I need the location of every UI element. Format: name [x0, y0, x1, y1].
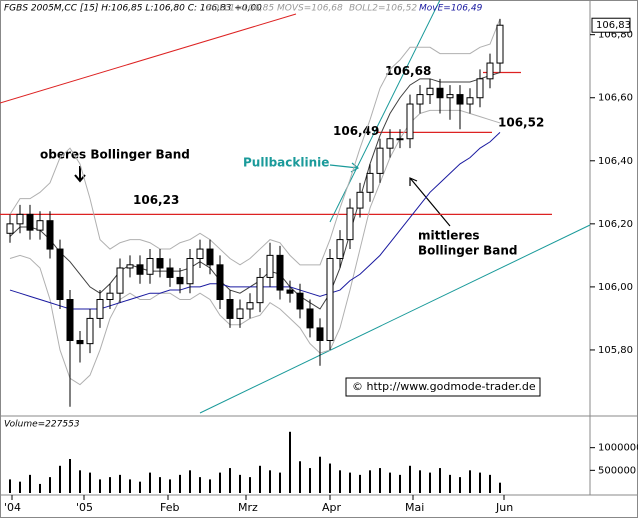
- candle-body: [176, 276, 184, 285]
- x-tick-label: Feb: [160, 501, 179, 514]
- indicator-line: [9, 18, 501, 266]
- candle-body: [406, 103, 414, 140]
- candle-body: [196, 248, 204, 260]
- candle-body: [186, 258, 194, 285]
- candle-body: [256, 276, 264, 304]
- candle-body: [476, 78, 484, 99]
- candle-body: [216, 264, 224, 301]
- y-tick-label: 106,60: [598, 93, 633, 104]
- indicator-line: [9, 72, 501, 310]
- candle-body: [206, 248, 214, 266]
- support-line: [199, 224, 591, 414]
- candle-body: [166, 267, 174, 278]
- header: FGBS 2005M,CC [15] H:106,85 L:106,80 C: …: [4, 4, 262, 14]
- indicator-line: [9, 109, 501, 386]
- candle-body: [436, 87, 444, 99]
- candle-body: [266, 254, 274, 278]
- candle-body: [106, 292, 114, 301]
- candle-body: [86, 317, 94, 345]
- indicator-line: [9, 132, 501, 310]
- volume-title: Volume=227553: [4, 420, 80, 430]
- legend-entry: BOLL1=106,85: [206, 4, 274, 14]
- y-tick-label: 105,80: [598, 345, 633, 356]
- candle-body: [136, 264, 144, 275]
- candle-body: [316, 327, 324, 341]
- candle-body: [226, 299, 234, 319]
- annotation: Pullbacklinie: [243, 156, 329, 170]
- candle-body: [446, 94, 454, 99]
- x-tick-label: '05: [76, 501, 93, 514]
- candle-body: [16, 213, 24, 225]
- y-tick-label: 106,40: [598, 156, 633, 167]
- candle-body: [486, 62, 494, 80]
- y-tick-label: 106,20: [598, 219, 633, 230]
- candle-body: [116, 267, 124, 294]
- candle-body: [56, 248, 64, 301]
- x-tick-label: '04: [4, 501, 21, 514]
- level-label: 106,23: [133, 193, 179, 207]
- candle-body: [346, 207, 354, 241]
- candle-body: [326, 258, 334, 341]
- legend-entry: MovE=106,49: [419, 4, 483, 14]
- trend-line: [0, 13, 297, 104]
- y-tick-label: 106,80: [598, 30, 633, 41]
- candle-body: [126, 264, 134, 269]
- annotation: Bollinger Band: [418, 244, 517, 258]
- arrow: [409, 177, 451, 227]
- volume-tick-label: 500000: [598, 465, 636, 476]
- copyright: © http://www.godmode-trader.de: [352, 380, 536, 393]
- candle-body: [336, 239, 344, 260]
- candle-body: [416, 94, 424, 105]
- candle-body: [376, 147, 384, 174]
- annotation: oberes Bollinger Band: [40, 148, 190, 162]
- candle-body: [76, 339, 84, 345]
- candle-body: [96, 299, 104, 319]
- candle-body: [426, 87, 434, 96]
- candle-body: [306, 308, 314, 329]
- copyright-box: [345, 377, 541, 397]
- candle-body: [276, 254, 284, 291]
- candle-body: [466, 97, 474, 105]
- candle-body: [356, 191, 364, 209]
- annotation: mittleres: [418, 229, 480, 243]
- candle-body: [296, 292, 304, 310]
- candle-body: [396, 138, 404, 141]
- candle-body: [156, 258, 164, 269]
- candle-body: [386, 138, 394, 149]
- candle-body: [26, 213, 34, 231]
- legend-entry: MOVS=106,68: [277, 4, 343, 14]
- last-price-box: [591, 17, 631, 33]
- candle-body: [6, 223, 14, 234]
- candle-body: [146, 258, 154, 275]
- x-tick-label: Mrz: [238, 501, 258, 514]
- level-label: 106,52: [498, 115, 544, 129]
- x-tick-label: Apr: [322, 501, 342, 514]
- candle-body: [46, 220, 54, 250]
- candle-body: [236, 308, 244, 319]
- candle-body: [286, 289, 294, 294]
- candle-body: [456, 94, 464, 105]
- candle-body: [246, 302, 254, 310]
- x-tick-label: Jun: [495, 501, 513, 514]
- candle-body: [496, 24, 504, 64]
- last-price: 106,83: [596, 20, 631, 31]
- level-label: 106,49: [333, 124, 379, 138]
- legend-entry: BOLL2=106,52: [349, 4, 417, 14]
- level-label: 106,68: [385, 64, 431, 78]
- volume-tick-label: 1000000: [598, 443, 638, 454]
- candle-body: [66, 299, 74, 341]
- candle-body: [366, 172, 374, 193]
- x-tick-label: Mai: [405, 501, 424, 514]
- candle-body: [36, 220, 44, 231]
- y-tick-label: 106,00: [598, 282, 633, 293]
